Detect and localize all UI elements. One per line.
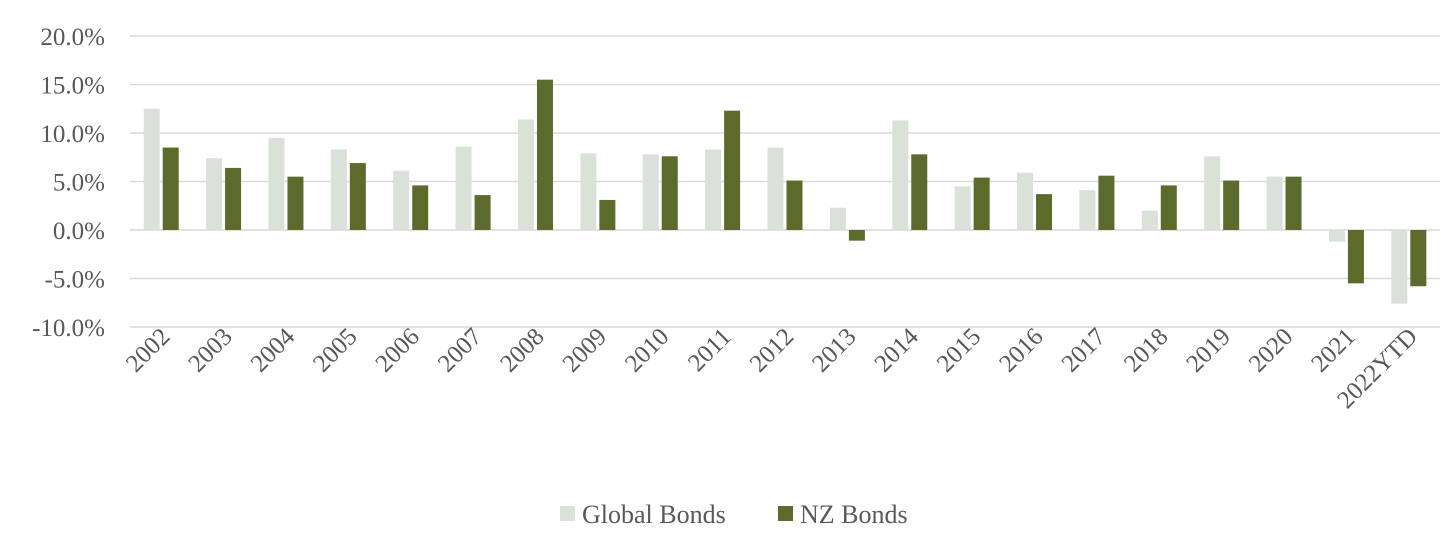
bar-global-bonds-2002	[143, 108, 160, 230]
bar-nz-bonds-2022YTD	[1410, 230, 1427, 287]
x-tick-label: 2010	[620, 323, 674, 377]
bar-nz-bonds-2021	[1347, 230, 1364, 284]
bar-nz-bonds-2008	[536, 79, 553, 231]
legend-label-global-bonds: Global Bonds	[582, 500, 726, 529]
x-tick-label: 2002	[121, 323, 175, 377]
bar-nz-bonds-2011	[724, 110, 741, 230]
y-tick-label: 15.0%	[40, 73, 105, 100]
bar-nz-bonds-2018	[1160, 185, 1177, 230]
bar-nz-bonds-2007	[474, 195, 491, 230]
x-tick-label: 2004	[246, 323, 301, 378]
bar-global-bonds-2014	[892, 120, 909, 230]
bar-nz-bonds-2010	[661, 156, 678, 230]
bar-nz-bonds-2009	[599, 199, 616, 230]
bar-global-bonds-2003	[206, 158, 223, 230]
x-tick-label: 2014	[870, 323, 925, 378]
bar-global-bonds-2010	[642, 154, 659, 230]
y-tick-label: -10.0%	[32, 315, 105, 342]
bar-global-bonds-2016	[1017, 172, 1034, 230]
bar-global-bonds-2007	[455, 146, 472, 230]
x-tick-label: 2018	[1119, 323, 1173, 377]
bar-global-bonds-2004	[268, 137, 285, 230]
x-axis-labels: 2002 2003 2004 2005 2006 2007 2008 2009 2010 2011…	[121, 323, 1423, 414]
bar-global-bonds-2012	[767, 147, 784, 230]
bar-global-bonds-2013	[829, 207, 846, 230]
bar-nz-bonds-2005	[349, 163, 366, 230]
bar-nz-bonds-2002	[162, 147, 179, 230]
legend: Global Bonds NZ Bonds	[560, 500, 908, 529]
bar-nz-bonds-2015	[973, 177, 990, 230]
x-tick-label: 2007	[433, 323, 487, 377]
bar-global-bonds-2006	[393, 170, 410, 230]
legend-label-nz-bonds: NZ Bonds	[800, 500, 908, 529]
y-tick-label: 5.0%	[53, 170, 105, 197]
bar-nz-bonds-2019	[1223, 180, 1240, 230]
legend-swatch-nz-bonds	[778, 506, 793, 521]
bar-global-bonds-2015	[954, 186, 971, 230]
x-tick-label: 2015	[932, 323, 986, 377]
bar-nz-bonds-2003	[225, 167, 242, 230]
x-tick-label: 2012	[745, 323, 799, 377]
bar-nz-bonds-2006	[412, 185, 429, 230]
bar-global-bonds-2005	[330, 149, 347, 230]
y-tick-label: 10.0%	[40, 121, 105, 148]
bar-global-bonds-2011	[705, 149, 722, 230]
bar-nz-bonds-2012	[786, 180, 803, 230]
bar-nz-bonds-2017	[1098, 175, 1115, 230]
x-tick-label: 2013	[807, 323, 861, 377]
bar-global-bonds-2009	[580, 153, 597, 230]
y-tick-label: 0.0%	[53, 218, 105, 245]
bar-nz-bonds-2020	[1285, 176, 1302, 230]
x-tick-label: 2019	[1181, 323, 1235, 377]
bar-global-bonds-2020	[1266, 176, 1283, 230]
bar-global-bonds-2021	[1328, 230, 1345, 242]
x-tick-label: 2008	[495, 323, 549, 377]
x-tick-label: 2003	[183, 323, 237, 377]
bar-nz-bonds-2013	[848, 230, 865, 241]
y-tick-label: -5.0%	[45, 267, 105, 294]
bar-global-bonds-2018	[1141, 210, 1158, 230]
bars	[143, 79, 1427, 304]
bar-global-bonds-2017	[1079, 190, 1096, 230]
x-tick-label: 2009	[558, 323, 612, 377]
x-tick-label: 2020	[1244, 323, 1298, 377]
y-axis-labels: 20.0% 15.0% 10.0% 5.0% 0.0% -5.0% -10.0%	[32, 24, 105, 342]
x-tick-label: 2005	[308, 323, 362, 377]
x-tick-label: 2021	[1306, 323, 1360, 377]
bar-nz-bonds-2016	[1036, 194, 1053, 230]
gridlines	[130, 35, 1440, 328]
bar-global-bonds-2019	[1204, 156, 1221, 230]
x-tick-label: 2017	[1057, 323, 1111, 377]
x-tick-label: 2011	[683, 323, 737, 377]
bar-global-bonds-2022YTD	[1391, 230, 1408, 304]
x-tick-label: 2016	[994, 323, 1048, 377]
y-tick-label: 20.0%	[40, 24, 105, 51]
legend-swatch-global-bonds	[560, 506, 575, 521]
bar-nz-bonds-2004	[287, 176, 304, 230]
x-tick-label: 2006	[371, 323, 425, 377]
bar-nz-bonds-2014	[911, 154, 928, 230]
bar-global-bonds-2008	[517, 119, 534, 230]
